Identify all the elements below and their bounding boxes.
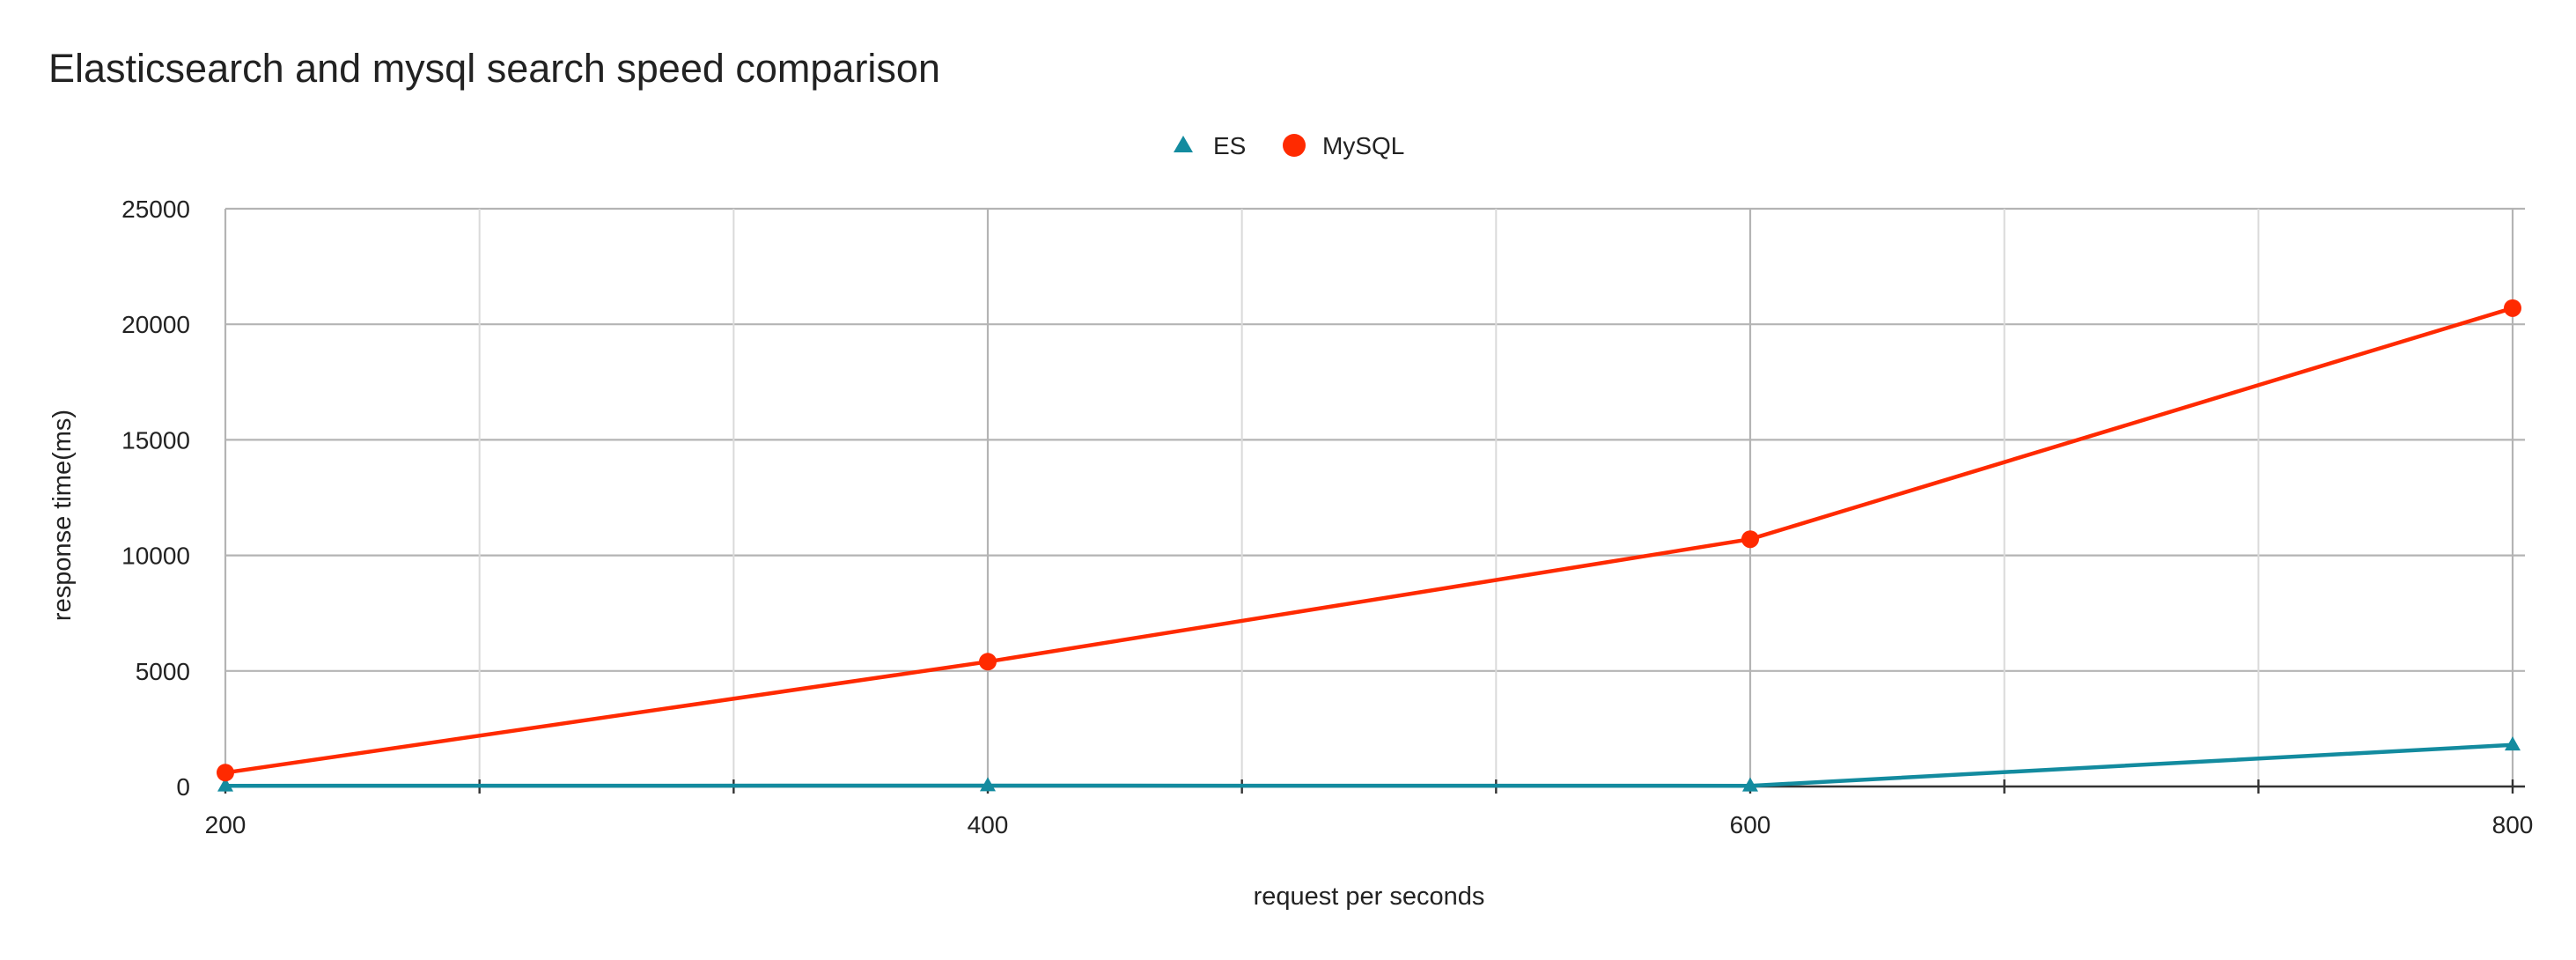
chart-title: Elasticsearch and mysql search speed com… — [48, 46, 940, 91]
data-markers — [217, 299, 2521, 792]
series-lines — [223, 306, 2515, 788]
data-point-mysql — [1741, 530, 1759, 549]
x-tick-label: 400 — [968, 811, 1009, 838]
data-point-es — [980, 777, 996, 792]
legend-mysql-circle-icon — [1283, 134, 1306, 157]
y-tick-label: 0 — [176, 773, 190, 801]
data-point-mysql — [979, 653, 997, 671]
series-line-es — [223, 742, 2515, 788]
series-line-mysql — [223, 306, 2515, 775]
legend: ES MySQL — [1174, 132, 1404, 159]
y-tick-label: 25000 — [121, 196, 190, 223]
data-point-mysql — [2504, 299, 2521, 317]
x-axis-title: request per seconds — [1254, 882, 1485, 911]
legend-mysql-label: MySQL — [1322, 132, 1404, 159]
legend-es-label: ES — [1213, 132, 1246, 159]
x-tick-label: 800 — [2492, 811, 2534, 838]
y-tick-label: 20000 — [121, 311, 190, 338]
axes: 0 5000 10000 15000 20000 25000 200 400 600 800 — [121, 196, 2533, 838]
x-tick-label: 600 — [1730, 811, 1771, 838]
legend-es-triangle-icon — [1174, 136, 1193, 152]
y-tick-label: 10000 — [121, 543, 190, 570]
x-tick-label: 200 — [205, 811, 247, 838]
y-tick-label: 15000 — [121, 426, 190, 454]
data-point-es — [2505, 736, 2521, 751]
y-axis-title: response time(ms) — [48, 410, 77, 621]
grid-lines — [224, 207, 2525, 786]
y-tick-label: 5000 — [136, 658, 190, 685]
data-point-es — [217, 777, 233, 792]
data-point-mysql — [217, 764, 234, 782]
data-point-es — [1742, 777, 1758, 792]
